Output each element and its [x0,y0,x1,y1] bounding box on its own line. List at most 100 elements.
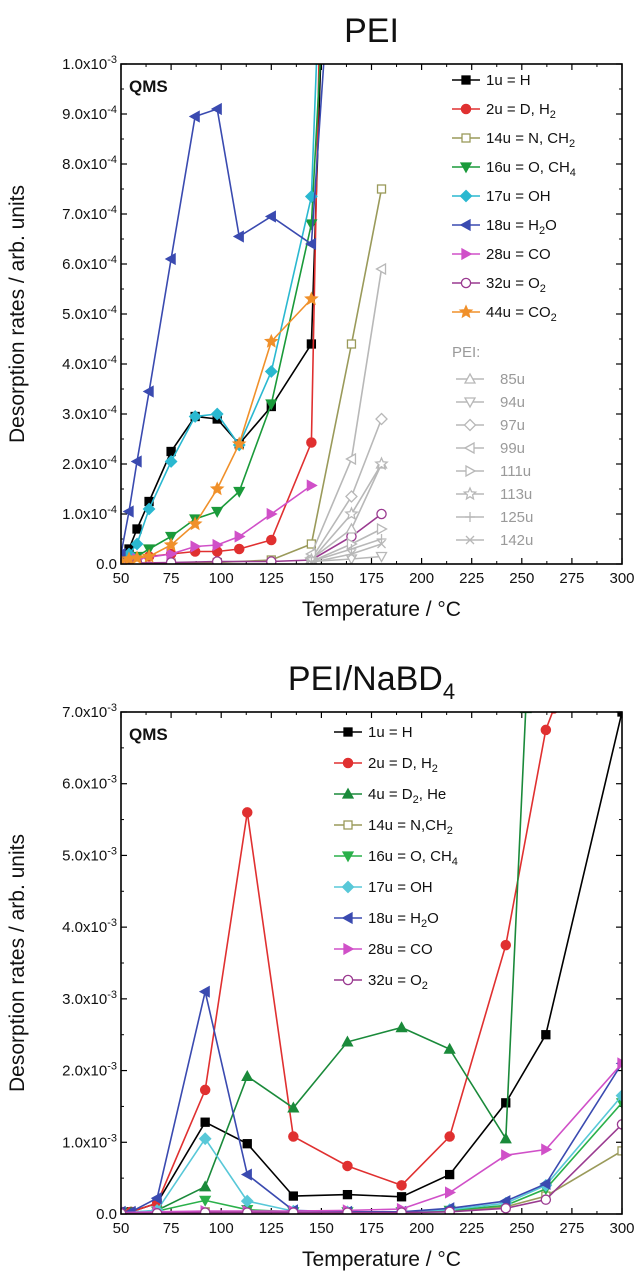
data-point [241,1069,254,1081]
x-axis-label: Temperature / °C [302,598,461,621]
x-tick-label: 175 [359,1220,384,1237]
data-point [540,724,552,736]
y-tick-label: 4.0x10-3 [62,917,117,936]
data-point [242,1207,253,1214]
legend-marker [461,247,473,261]
data-point [210,407,224,421]
data-point [166,547,178,561]
legend-label: 17u = OH [368,879,433,896]
legend-label: 85u [500,371,525,388]
data-point [233,486,246,498]
legend-label: 113u [500,486,532,503]
data-point [615,1089,622,1103]
y-tick-label: 1.0x10-3 [62,54,117,73]
data-point [188,410,202,423]
data-point [345,490,358,503]
data-point [142,385,154,398]
data-point [287,1101,300,1113]
series-layer [121,712,622,1214]
data-point [501,1098,511,1108]
data-point [266,534,277,546]
y-tick-label: 1.0x10-3 [62,1132,117,1151]
data-point [264,210,276,223]
data-point [211,506,224,518]
legend-label: 125u [500,509,533,526]
data-point [211,556,223,564]
data-point [342,1189,353,1200]
y-tick-label: 7.0x10-3 [62,702,117,721]
data-point [315,34,324,43]
x-tick-label: 125 [259,570,284,587]
legend-marker [461,75,471,85]
data-point [375,262,387,276]
data-point [209,481,225,496]
legend-marker [465,535,475,545]
y-tick-label: 0.0 [96,556,117,573]
legend-marker [459,218,471,232]
data-point [347,549,356,559]
data-point [164,531,178,543]
legend-marker [462,486,478,501]
data-point [198,985,210,998]
data-point [141,548,157,563]
data-point [199,1180,212,1192]
x-tick-label: 150 [309,570,334,587]
legend-label: 111u [500,463,531,480]
data-point [445,1169,455,1180]
data-point [306,437,317,448]
series-line [121,298,312,563]
y-tick-label: 5.0x10-4 [62,304,117,323]
legend-label: 32u = O2 [486,275,546,295]
x-tick-label: 125 [259,1220,284,1237]
x-tick-label: 75 [163,570,180,587]
legend-marker [461,133,471,143]
y-tick-label: 3.0x10-4 [62,404,117,423]
legend-label: 28u = CO [368,941,433,958]
legend-label: 17u = OH [486,188,551,205]
legend-label: 14u = N, CH2 [486,130,575,150]
y-tick-label: 1.0x10-4 [62,504,117,523]
legend-label: 32u = O2 [368,972,428,992]
legend-label: 28u = CO [486,246,551,263]
legend-marker [465,464,477,478]
data-point [263,333,279,348]
data-point [188,110,200,123]
data-point [304,291,319,306]
x-tick-label: 300 [609,1220,634,1237]
y-tick-label: 3.0x10-3 [62,989,117,1008]
legend-marker [459,189,473,203]
data-point [375,412,388,426]
legend-marker [343,727,353,737]
x-tick-label: 300 [609,570,634,587]
legend-label: 99u [500,440,525,457]
series-line [310,268,383,555]
legend-marker [460,277,472,289]
data-point [376,534,387,544]
data-point [616,1119,622,1130]
data-point [539,1177,551,1190]
x-tick-label: 200 [409,1220,434,1237]
data-point [445,1186,456,1199]
data-point [266,507,278,521]
data-point [342,1207,353,1214]
legend-label: 16u = O, CH4 [368,848,458,868]
legend-label: 18u = H2O [368,910,439,930]
data-point [240,1168,252,1181]
data-point [342,1160,353,1172]
y-axis-label: Desorption rates / arb. units [6,185,29,443]
data-point [288,1207,299,1214]
data-point [500,939,512,951]
data-point [266,556,277,564]
y-tick-label: 6.0x10-4 [62,254,117,273]
data-point [187,516,203,531]
legend-label: 4u = D2, He [368,786,446,806]
legend-marker [463,397,477,409]
data-point [541,1143,553,1156]
data-point [200,1117,210,1127]
y-tick-label: 2.0x10-3 [62,1061,117,1080]
legend-marker [458,304,474,319]
x-tick-label: 100 [209,1220,234,1237]
x-tick-label: 250 [509,570,534,587]
data-point [190,540,202,553]
data-point [288,1191,298,1201]
